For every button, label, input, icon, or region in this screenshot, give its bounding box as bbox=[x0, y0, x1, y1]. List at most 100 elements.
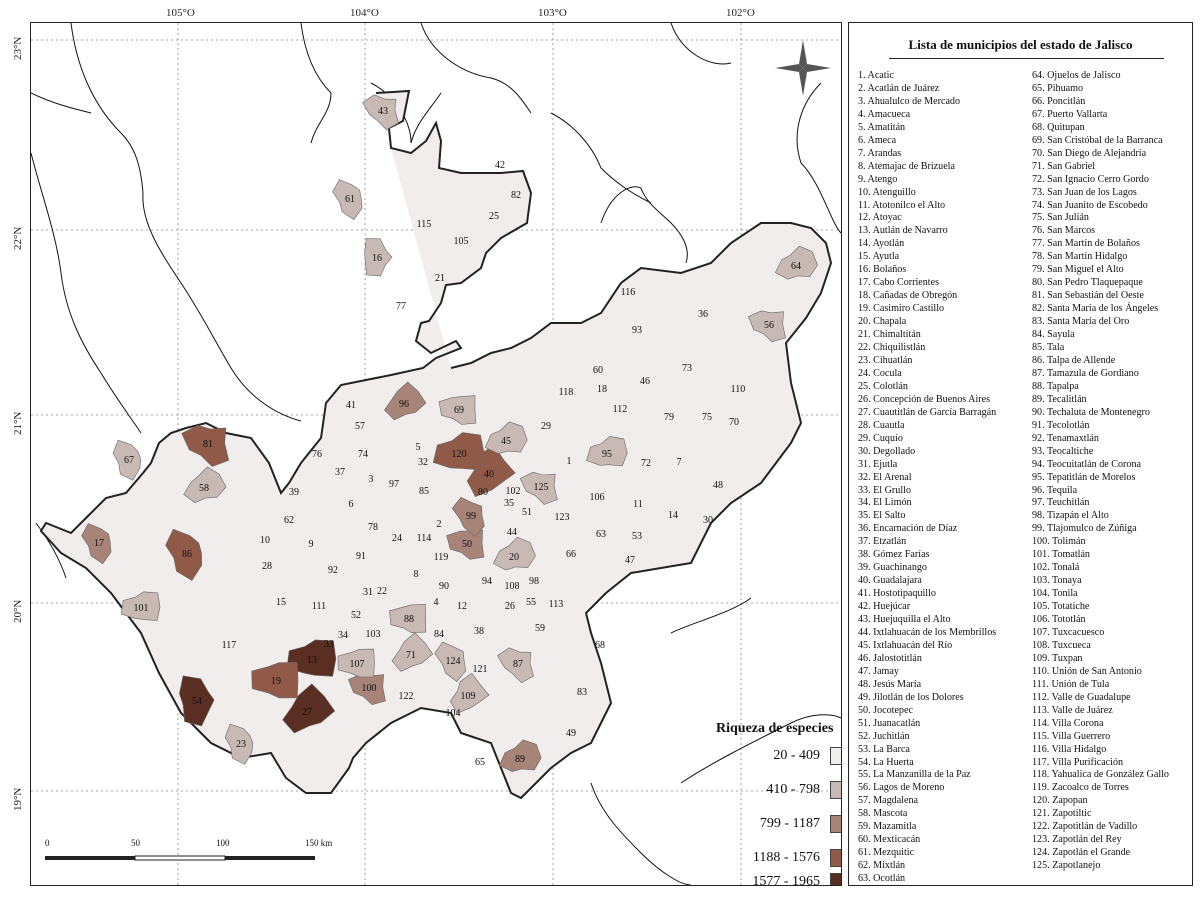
list-item: 40. Guadalajara bbox=[858, 575, 922, 587]
legend-label: 1188 - 1576 bbox=[752, 850, 820, 865]
list-item: 92. Tenamaxtlán bbox=[1032, 432, 1099, 444]
list-item: 10. Atenguillo bbox=[858, 186, 916, 198]
municipio-label: 107 bbox=[350, 659, 365, 670]
municipio-label: 117 bbox=[222, 640, 237, 651]
municipio-label: 114 bbox=[417, 533, 432, 544]
list-item: 97. Teuchitlán bbox=[1032, 497, 1090, 509]
municipio-label: 67 bbox=[124, 455, 134, 466]
municipio-label: 77 bbox=[396, 301, 406, 312]
list-item: 101. Tomatlán bbox=[1032, 549, 1090, 561]
municipio-label: 24 bbox=[392, 533, 402, 544]
municipio-label: 82 bbox=[511, 190, 521, 201]
municipio-label: 120 bbox=[452, 449, 467, 460]
municipio-label: 44 bbox=[507, 527, 517, 538]
list-item: 75. San Julián bbox=[1032, 212, 1089, 224]
list-item: 108. Tuxcueca bbox=[1032, 639, 1091, 651]
municipio-area bbox=[165, 528, 203, 581]
list-item: 52. Juchitlán bbox=[858, 730, 910, 742]
list-item: 115. Villa Guerrero bbox=[1032, 730, 1111, 742]
municipio-area bbox=[434, 641, 467, 683]
list-item: 66. Poncitlán bbox=[1032, 95, 1086, 107]
list-item: 94. Teocuitatlán de Corona bbox=[1032, 458, 1141, 470]
municipio-label: 70 bbox=[729, 417, 739, 428]
municipio-label: 78 bbox=[368, 522, 378, 533]
municipio-label: 2 bbox=[437, 519, 442, 530]
jalisco-map: 1234567891011121314151617181920212223242… bbox=[31, 23, 841, 885]
list-item: 24. Cocula bbox=[858, 367, 902, 379]
municipio-label: 16 bbox=[372, 253, 382, 264]
municipio-label: 73 bbox=[682, 363, 692, 374]
list-item: 81. San Sebastián del Oeste bbox=[1032, 290, 1144, 302]
municipio-list-panel: Lista de municipios del estado de Jalisc… bbox=[848, 22, 1193, 886]
municipio-label: 108 bbox=[505, 581, 520, 592]
municipio-label: 111 bbox=[312, 601, 326, 612]
municipio-label: 23 bbox=[236, 739, 246, 750]
list-item: 19. Casimiro Castillo bbox=[858, 303, 945, 315]
scale-label: 0 bbox=[45, 838, 50, 848]
latitude-label: 21°N bbox=[12, 411, 24, 435]
municipio-label: 62 bbox=[284, 515, 294, 526]
municipio-label: 79 bbox=[664, 412, 674, 423]
municipio-label: 65 bbox=[475, 757, 485, 768]
municipio-label: 27 bbox=[302, 707, 312, 718]
latitude-label: 22°N bbox=[12, 226, 24, 250]
scale-bar-graphic bbox=[45, 855, 315, 861]
municipio-label: 9 bbox=[309, 539, 314, 550]
municipio-label: 36 bbox=[698, 309, 708, 320]
list-item: 65. Pihuamo bbox=[1032, 82, 1084, 94]
municipio-label: 86 bbox=[182, 549, 192, 560]
municipio-area bbox=[179, 675, 215, 727]
municipio-label: 39 bbox=[289, 487, 299, 498]
municipio-label: 38 bbox=[474, 626, 484, 637]
municipio-label: 34 bbox=[338, 630, 348, 641]
list-item: 1. Acatic bbox=[858, 70, 894, 81]
municipio-label: 42 bbox=[495, 160, 505, 171]
municipio-area bbox=[81, 523, 112, 565]
municipio-label: 118 bbox=[559, 387, 574, 398]
municipio-label: 41 bbox=[346, 400, 356, 411]
municipio-area bbox=[181, 425, 230, 467]
municipio-label: 55 bbox=[526, 597, 536, 608]
municipio-label: 83 bbox=[577, 687, 587, 698]
list-item: 25. Colotlán bbox=[858, 380, 908, 392]
list-item: 48. Jesús María bbox=[858, 678, 922, 690]
list-item: 110. Unión de San Antonio bbox=[1032, 665, 1142, 677]
municipio-label: 85 bbox=[419, 486, 429, 497]
municipio-label: 115 bbox=[417, 219, 432, 230]
list-item: 7. Arandas bbox=[858, 147, 902, 159]
list-item: 15. Ayutla bbox=[858, 251, 900, 263]
municipio-area bbox=[775, 245, 818, 280]
legend-row: 1188 - 1576 bbox=[686, 847, 841, 871]
municipio-label: 49 bbox=[566, 728, 576, 739]
list-item: 102. Tonalá bbox=[1032, 562, 1080, 574]
legend-swatch bbox=[830, 873, 841, 885]
municipio-label: 46 bbox=[640, 376, 650, 387]
municipio-label: 100 bbox=[362, 683, 377, 694]
municipio-label: 20 bbox=[509, 552, 519, 563]
municipio-label: 110 bbox=[731, 384, 746, 395]
list-item: 77. San Martín de Bolaños bbox=[1032, 238, 1140, 250]
municipio-label: 26 bbox=[505, 601, 515, 612]
municipio-label: 48 bbox=[713, 480, 723, 491]
longitude-label: 102°O bbox=[726, 7, 755, 19]
list-item: 56. Lagos de Moreno bbox=[858, 782, 945, 794]
list-item: 82. Santa María de los Ángeles bbox=[1032, 303, 1159, 315]
legend: Riqueza de especies 20 - 409 410 - 798 7… bbox=[686, 721, 841, 885]
legend-label: 799 - 1187 bbox=[759, 816, 820, 831]
list-item: 84. Sayula bbox=[1032, 329, 1075, 341]
list-item: 103. Tonaya bbox=[1032, 575, 1082, 587]
municipio-label: 89 bbox=[515, 754, 525, 765]
municipio-label: 52 bbox=[351, 610, 361, 621]
municipio-area bbox=[251, 661, 299, 699]
legend-row: 410 - 798 bbox=[686, 779, 841, 803]
municipio-label: 99 bbox=[466, 511, 476, 522]
list-item: 23. Cihuatlán bbox=[858, 354, 913, 366]
list-item: 96. Tequila bbox=[1032, 484, 1078, 496]
list-item: 29. Cuquío bbox=[858, 432, 903, 444]
municipio-label: 60 bbox=[593, 365, 603, 376]
municipio-label: 32 bbox=[418, 457, 428, 468]
latitude-label: 19°N bbox=[12, 787, 24, 811]
municipio-label: 74 bbox=[358, 449, 368, 460]
municipio-area bbox=[484, 421, 528, 454]
municipio-area bbox=[286, 639, 337, 677]
